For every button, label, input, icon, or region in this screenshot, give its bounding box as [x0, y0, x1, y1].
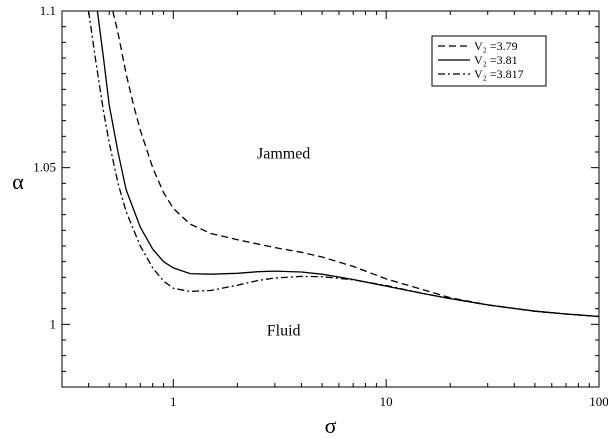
annotation-fluid: Fluid [267, 322, 301, 339]
series [87, 10, 600, 318]
y-tick-label: 1.05 [33, 160, 56, 175]
annotations: Jammed Fluid [257, 145, 310, 339]
legend-label: V₂ =3.81 [474, 53, 518, 67]
y-tick-label: 1 [50, 316, 57, 331]
legend-box [431, 35, 547, 87]
ticks: 1 10 100 1 1.05 1.1 [33, 3, 608, 409]
x-axis-label: σ [325, 413, 337, 438]
x-tick-label: 10 [380, 394, 393, 409]
x-tick-label: 1 [170, 394, 177, 409]
series-line-solid [96, 10, 600, 318]
y-tick-label: 1.1 [40, 3, 56, 18]
legend-label: V₂ =3.79 [474, 39, 518, 53]
annotation-jammed: Jammed [257, 145, 310, 162]
series-line-dashdot [87, 10, 600, 318]
legend-label: V₂ =3.817 [474, 67, 524, 81]
x-tick-label: 100 [589, 394, 608, 409]
y-axis-label: α [12, 169, 24, 194]
